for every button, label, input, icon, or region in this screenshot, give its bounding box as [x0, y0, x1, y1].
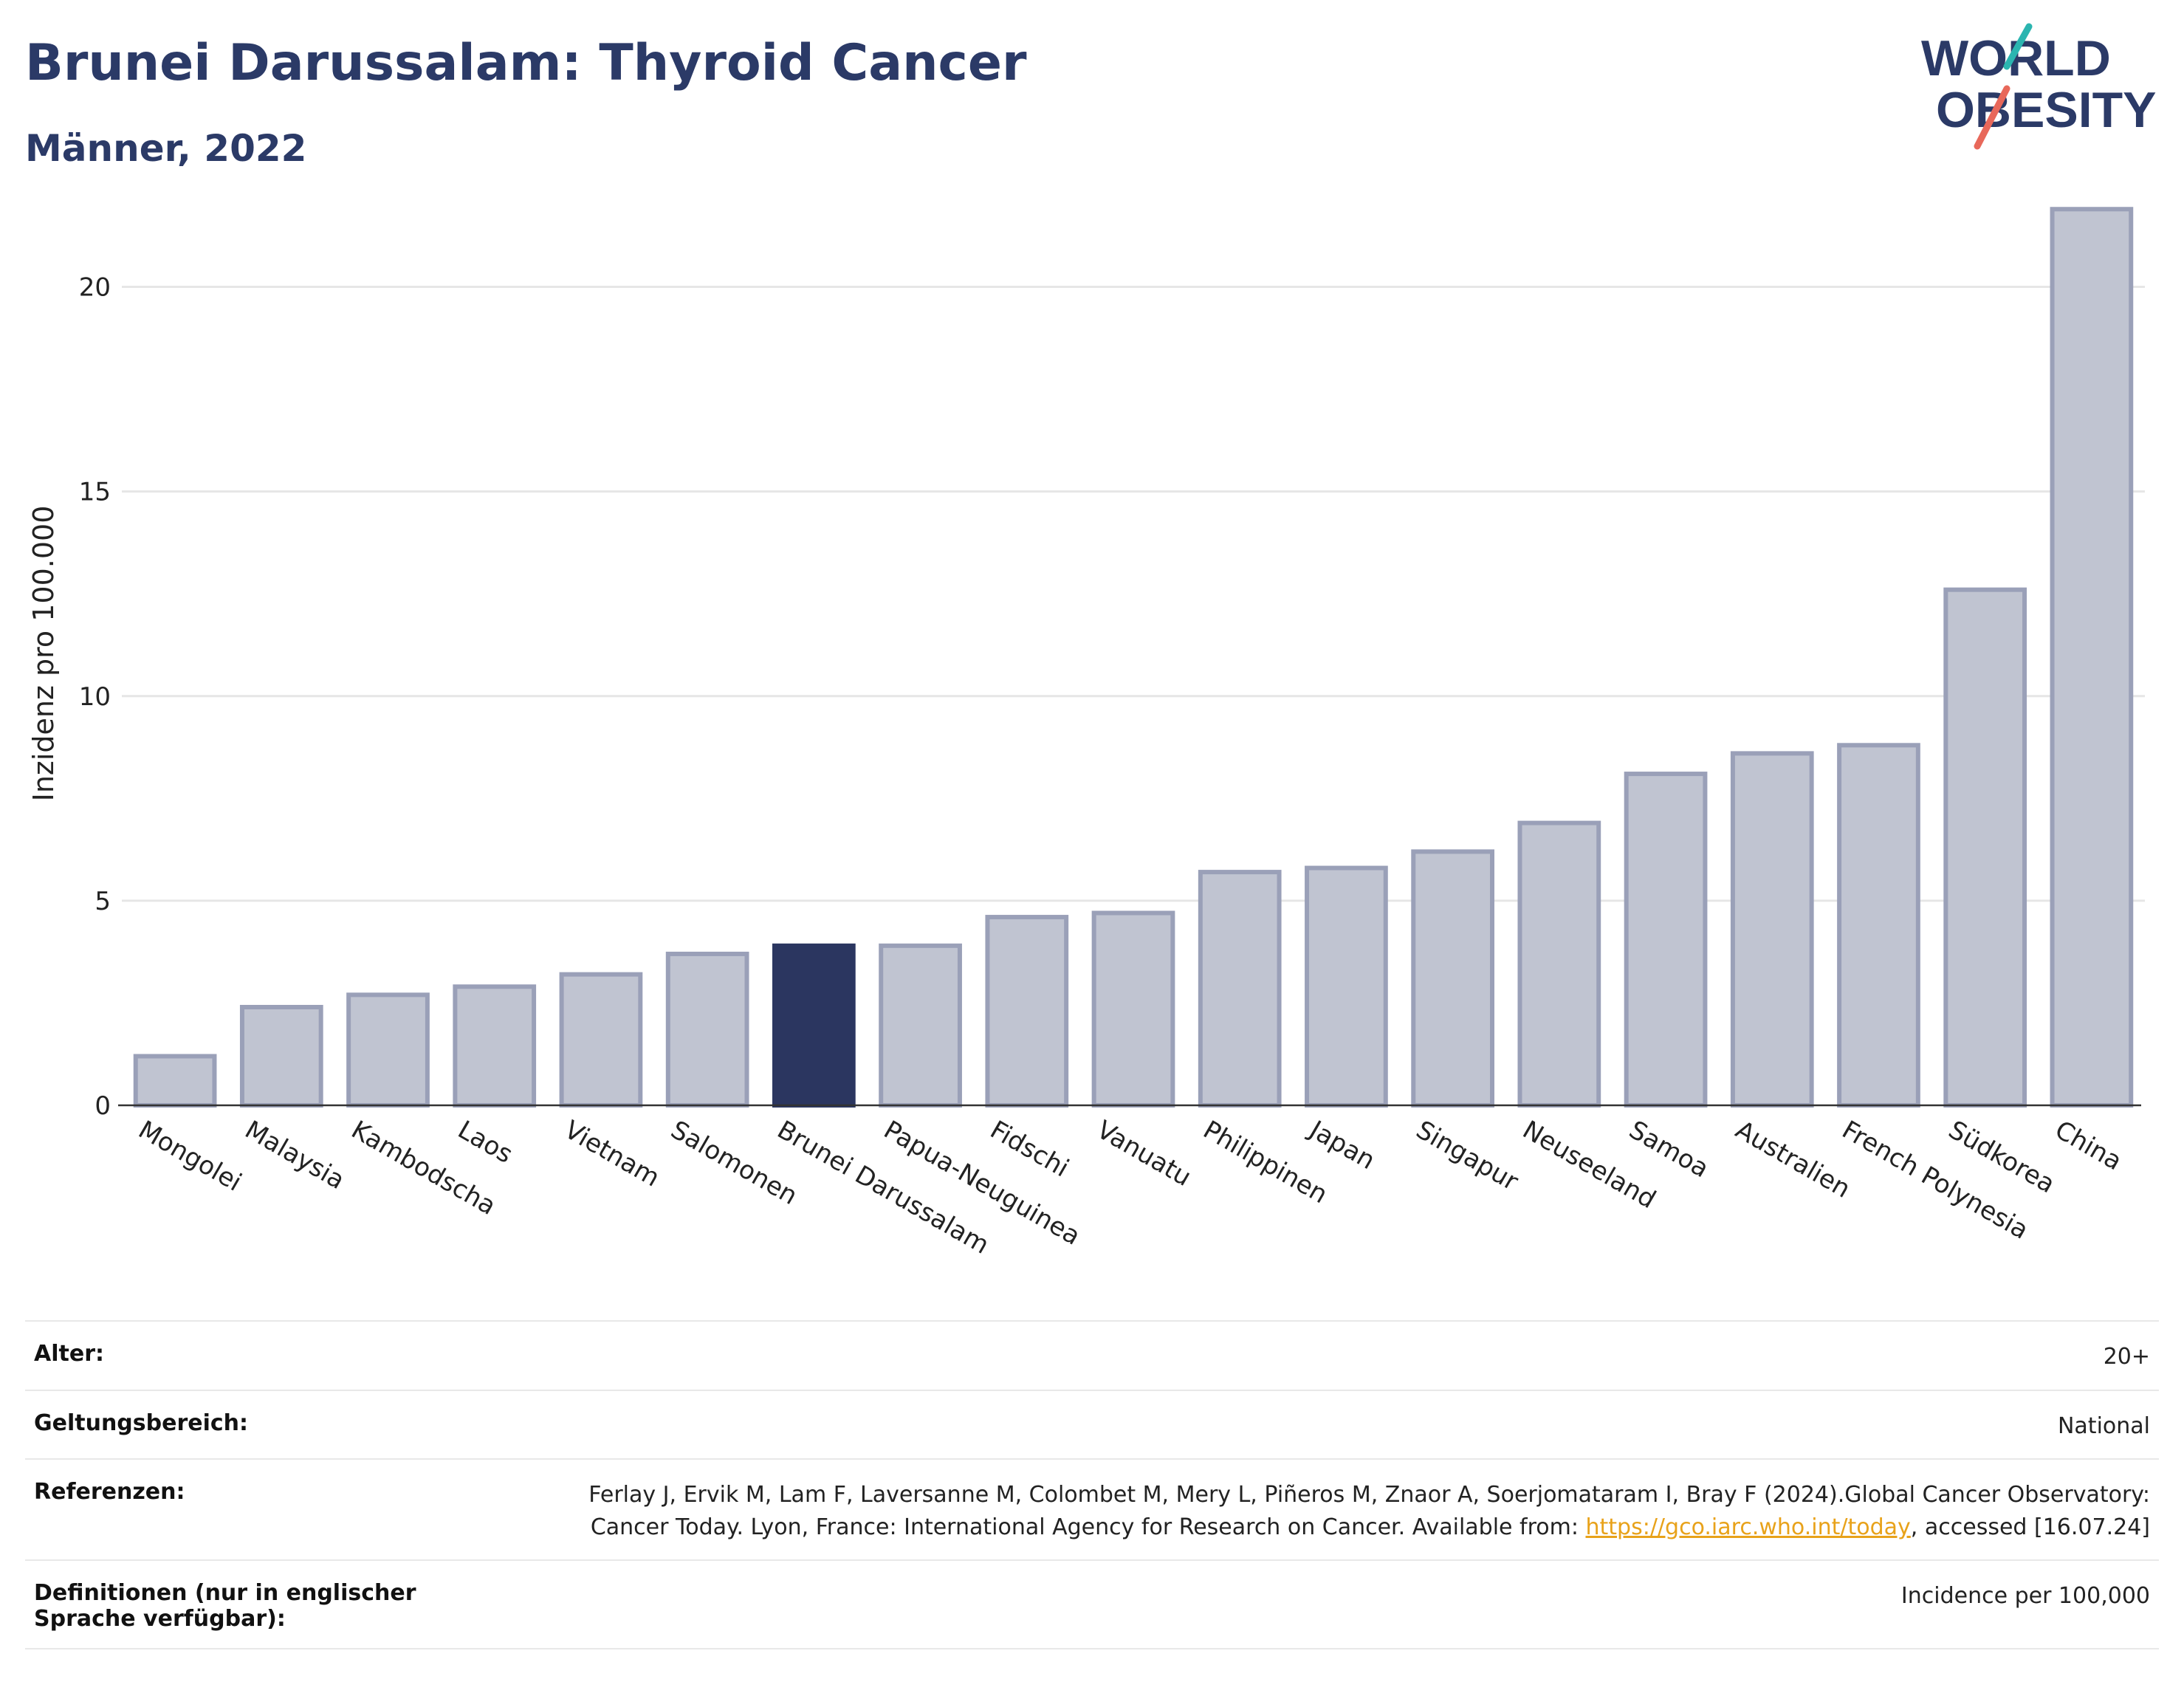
- reference-text: Ferlay J, Ervik M, Lam F, Laversanne M, …: [588, 1482, 2150, 1540]
- reference-link[interactable]: https://gco.iarc.who.int/today: [1585, 1514, 1911, 1540]
- meta-row-definitions: Definitionen (nur in englischer Sprache …: [25, 1559, 2159, 1649]
- bar-fidschi: [985, 915, 1069, 1108]
- meta-value-references: Ferlay J, Ervik M, Lam F, Laversanne M, …: [530, 1458, 2159, 1560]
- x-tick-label: Malaysia: [240, 1115, 350, 1195]
- x-tick-label: Fidschi: [985, 1115, 1074, 1183]
- x-tick-label: Singapur: [1411, 1115, 1523, 1197]
- bar-malaysia: [239, 1004, 323, 1108]
- meta-row-scope: Geltungsbereich: National: [25, 1389, 2159, 1459]
- meta-row-references: Referenzen: Ferlay J, Ervik M, Lam F, La…: [25, 1458, 2159, 1560]
- x-tick-label: Laos: [453, 1115, 518, 1170]
- reference-accessed: , accessed [16.07.24]: [1910, 1514, 2150, 1540]
- y-tick-label: 0: [95, 1091, 111, 1121]
- bar-french-polynesia: [1837, 743, 1920, 1108]
- chart-subtitle: Männer, 2022: [25, 127, 307, 170]
- bar-china: [2050, 207, 2134, 1108]
- meta-key-references: Referenzen:: [25, 1458, 530, 1560]
- y-tick-label: 10: [79, 682, 111, 712]
- y-tick-label: 5: [95, 887, 111, 916]
- bar-mongolei: [133, 1054, 217, 1108]
- y-axis-title: Inzidenz pro 100.000: [27, 506, 60, 802]
- x-tick-label: Australien: [1731, 1115, 1855, 1204]
- logo-line-obesity: OBESITY: [1936, 82, 2157, 138]
- bar-kambodscha: [346, 992, 430, 1108]
- bar-neuseeland: [1517, 820, 1601, 1108]
- bar-japan: [1305, 865, 1388, 1108]
- x-tick-label: Samoa: [1624, 1115, 1714, 1184]
- bar-salomonen: [665, 951, 749, 1108]
- meta-key-scope: Geltungsbereich:: [25, 1389, 530, 1459]
- y-axis-ticks: 0 5 10 15 20: [79, 273, 111, 1121]
- meta-key-age: Alter:: [25, 1320, 530, 1390]
- meta-value-scope: National: [530, 1389, 2159, 1459]
- x-tick-label: Vietnam: [559, 1115, 665, 1193]
- bar-vanuatu: [1091, 910, 1175, 1108]
- bar-australien: [1730, 751, 1814, 1108]
- logo-slash-red: [1974, 85, 2010, 150]
- y-tick-label: 15: [79, 478, 111, 507]
- metadata-table: Alter: 20+ Geltungsbereich: National Ref…: [25, 1320, 2159, 1649]
- world-obesity-logo: WORLD OBESITY: [1921, 23, 2157, 150]
- x-tick-label: French Polynesia: [1837, 1115, 2033, 1246]
- meta-key-definitions: Definitionen (nur in englischer Sprache …: [25, 1559, 530, 1649]
- meta-value-definitions: Incidence per 100,000: [530, 1559, 2159, 1649]
- meta-row-age: Alter: 20+: [25, 1320, 2159, 1390]
- bar-brunei-darussalam: [772, 943, 856, 1108]
- bar-singapur: [1411, 849, 1494, 1108]
- bar-südkorea: [1943, 587, 2027, 1108]
- x-tick-label: Mongolei: [134, 1115, 247, 1198]
- bar-papua-neuguinea: [879, 943, 962, 1108]
- bar-laos: [453, 984, 537, 1108]
- meta-value-age: 20+: [530, 1320, 2159, 1390]
- logo-line-world: WORLD: [1921, 30, 2111, 86]
- chart-title: Brunei Darussalam: Thyroid Cancer: [25, 34, 1027, 92]
- bars: [133, 207, 2134, 1108]
- x-tick-label: China: [2050, 1115, 2126, 1176]
- bar-vietnam: [559, 972, 643, 1108]
- logo-slash-teal: [2003, 23, 2033, 70]
- y-tick-label: 20: [79, 273, 111, 303]
- x-tick-label: Vanuatu: [1092, 1115, 1196, 1192]
- bar-philippinen: [1198, 870, 1282, 1108]
- x-tick-label: Japan: [1303, 1114, 1380, 1175]
- bar-samoa: [1624, 772, 1708, 1108]
